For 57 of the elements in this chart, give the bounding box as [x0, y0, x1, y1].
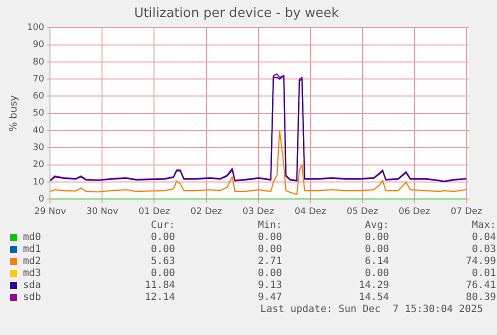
text: Min:: [256, 220, 282, 231]
y-tick-label: 100: [26, 22, 44, 33]
y-tick-label: 80: [32, 57, 44, 68]
legend-label: md3: [23, 268, 42, 279]
text: 6.14: [364, 256, 389, 267]
y-axis-title: % busy: [8, 95, 20, 132]
text: 0.01: [470, 268, 496, 279]
text: 0.00: [256, 268, 282, 279]
y-tick-label: 10: [32, 177, 44, 188]
text: Cur:: [150, 220, 175, 231]
y-tick-label: 0: [38, 194, 44, 205]
x-tick-label: 03 Dez: [242, 206, 274, 217]
y-tick-label: 30: [32, 143, 44, 154]
text: 0.04: [470, 232, 496, 243]
text: 14.54: [358, 292, 389, 303]
text: 0.00: [364, 268, 389, 279]
y-tick-label: 60: [32, 92, 44, 102]
text: 0.00: [150, 268, 175, 279]
text: Last update: Sun Dec 7 15:30:04 2025: [259, 303, 484, 315]
x-tick-label: 30 Nov: [86, 206, 119, 217]
text: 0.00: [256, 232, 282, 243]
text: 0.00: [364, 232, 389, 243]
x-tick-label: 06 Dez: [398, 206, 430, 217]
x-tick-label: 04 Dez: [294, 206, 326, 217]
chart-title: Utilization per device - by week: [134, 6, 340, 22]
x-tick-label: 01 Dez: [138, 206, 170, 217]
y-tick-label: 70: [32, 74, 44, 84]
legend-label: sdb: [23, 292, 42, 303]
text: 76.41: [464, 280, 496, 291]
legend-label: md0: [23, 232, 42, 243]
text: 0.00: [364, 244, 389, 255]
text: 12.14: [144, 292, 175, 303]
text: 5.63: [150, 256, 175, 267]
legend-label: sda: [23, 280, 42, 291]
text: 9.47: [256, 292, 282, 303]
text: 0.00: [150, 232, 175, 243]
legend-label: md1: [23, 244, 42, 255]
y-tick-label: 20: [32, 160, 44, 170]
text: 0.00: [256, 244, 282, 255]
text: 9.13: [256, 280, 282, 291]
y-tick-label: 40: [32, 126, 44, 136]
text: Avg:: [364, 220, 389, 231]
text: 0.00: [150, 244, 175, 255]
x-tick-label: 29 Nov: [34, 206, 67, 217]
x-tick-label: 07 Dez: [450, 206, 482, 217]
text: Max:: [470, 220, 496, 231]
y-tick-label: 90: [32, 40, 44, 50]
text: 0.03: [470, 244, 496, 255]
text: 74.99: [464, 256, 496, 267]
text: 2.71: [256, 256, 282, 267]
legend-label: md2: [23, 256, 42, 267]
text: 11.84: [144, 280, 175, 291]
text: 14.29: [358, 280, 389, 291]
x-tick-label: 02 Dez: [190, 206, 222, 217]
text: 80.39: [464, 292, 496, 303]
x-tick-label: 05 Dez: [346, 206, 378, 217]
y-tick-label: 50: [32, 108, 44, 119]
